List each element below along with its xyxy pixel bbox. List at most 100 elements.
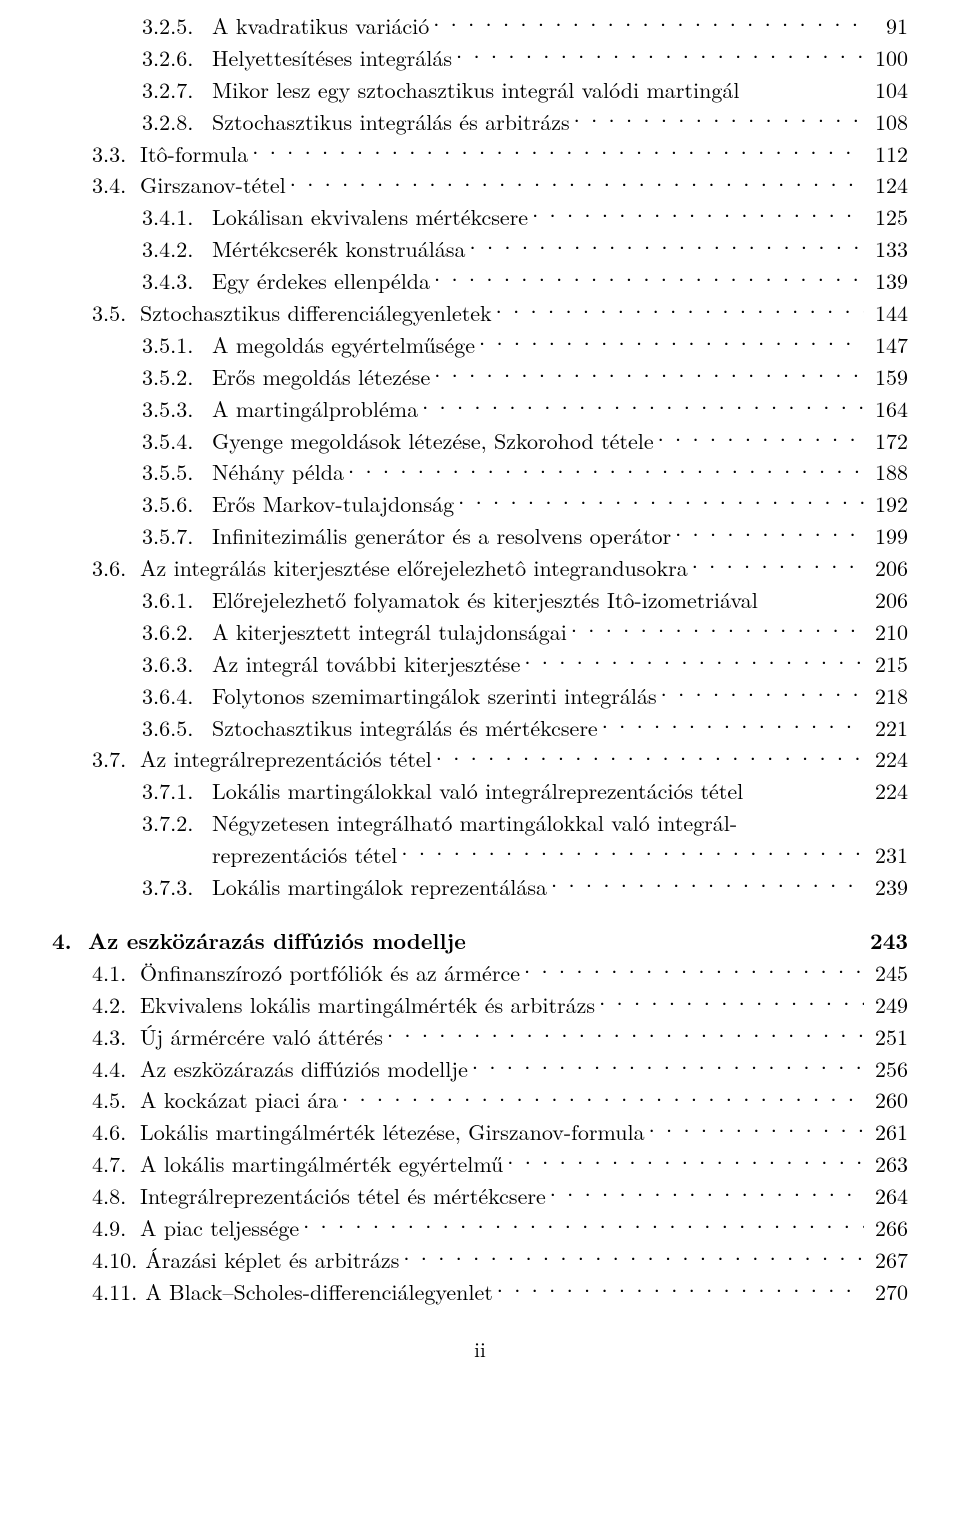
toc-entry: 3.4.2.Mértékcserék konstruálása133 — [52, 233, 908, 265]
toc-entry: 4.9.A piac teljessége266 — [52, 1212, 908, 1244]
toc-number: 3.4.3. — [142, 265, 212, 297]
toc-title: Egy érdekes ellenpélda — [212, 265, 430, 297]
toc-title: Integrálreprezentációs tétel és mértékcs… — [140, 1180, 546, 1212]
toc-title: A lokális martingálmérték egyértelmű — [140, 1148, 503, 1180]
toc-leader — [383, 1023, 864, 1045]
toc-number: 3.2.7. — [142, 74, 212, 106]
toc-page: 112 — [864, 138, 908, 170]
toc-entry: 3.5.4.Gyenge megoldások létezése, Szkoro… — [52, 425, 908, 457]
toc-number: 3.5. — [92, 297, 140, 329]
toc-leader — [654, 427, 864, 449]
toc-page: 108 — [864, 106, 908, 138]
toc-leader — [338, 1086, 864, 1108]
toc-title: Önfinanszírozó portfóliók és az ármérce — [140, 957, 520, 989]
toc-leader — [520, 650, 864, 672]
toc-page: 256 — [864, 1053, 908, 1085]
toc-entry: 4.7.A lokális martingálmérték egyértelmű… — [52, 1148, 908, 1180]
toc-entry: 3.2.6.Helyettesítéses integrálás100 — [52, 42, 908, 74]
toc-number: 4.4. — [92, 1053, 140, 1085]
toc-number: 3.5.3. — [142, 393, 212, 425]
toc-page: 267 — [864, 1244, 908, 1276]
toc-entry: 3.5.6.Erős Markov-tulajdonság192 — [52, 488, 908, 520]
toc-page: 172 — [864, 425, 908, 457]
toc-page: 100 — [864, 42, 908, 74]
toc-leader — [520, 959, 864, 981]
toc-leader — [248, 140, 864, 162]
toc-title: reprezentációs tétel — [212, 839, 397, 871]
toc-page: 133 — [864, 233, 908, 265]
toc-title: A megoldás egyértelműsége — [212, 329, 475, 361]
toc-leader — [475, 331, 864, 353]
toc-leader — [286, 171, 864, 193]
toc-number: 4.8. — [92, 1180, 140, 1212]
toc-page: 221 — [864, 712, 908, 744]
toc-page: 206 — [864, 584, 908, 616]
toc-title: A kockázat piaci ára — [140, 1084, 338, 1116]
toc-number: 3.5.6. — [142, 488, 212, 520]
toc-number-spacer — [142, 839, 212, 871]
toc-entry: 3.6.4.Folytonos szemimartingálok szerint… — [52, 680, 908, 712]
toc-entry: 4.2.Ekvivalens lokális martingálmérték é… — [52, 989, 908, 1021]
toc-page: 210 — [864, 616, 908, 648]
table-of-contents: 3.2.5.A kvadratikus variáció913.2.6.Hely… — [52, 10, 908, 1308]
toc-number: 3.5.1. — [142, 329, 212, 361]
toc-title: Erős megoldás létezése — [212, 361, 430, 393]
toc-leader — [452, 44, 864, 66]
toc-number: 3.6.2. — [142, 616, 212, 648]
toc-title: Infinitezimális generátor és a resolvens… — [212, 520, 671, 552]
toc-leader — [688, 554, 864, 576]
toc-entry: 3.6.5.Sztochasztikus integrálás és mérté… — [52, 712, 908, 744]
toc-leader — [299, 1214, 864, 1236]
toc-entry: 3.4.Girszanov-tétel124 — [52, 169, 908, 201]
toc-entry: 3.5.3.A martingálprobléma164 — [52, 393, 908, 425]
toc-title: Árazási képlet és arbitrázs — [145, 1244, 399, 1276]
toc-title: Az integrálás kiterjesztése előrejelezhe… — [140, 552, 688, 584]
toc-leader — [432, 745, 864, 767]
toc-leader — [418, 395, 864, 417]
toc-number: 3.4.2. — [142, 233, 212, 265]
toc-page: 206 — [864, 552, 908, 584]
toc-title: Lokálisan ekvivalens mértékcsere — [212, 201, 528, 233]
toc-leader — [397, 841, 864, 863]
toc-entry: 4.4.Az eszközárazás diffúziós modellje 25… — [52, 1053, 908, 1085]
toc-number: 4.5. — [92, 1084, 140, 1116]
toc-title: Az integrálreprezentációs tétel — [140, 743, 432, 775]
toc-title: Előrejelezhető folyamatok és kiterjeszté… — [212, 584, 758, 616]
toc-title: Lokális martingálokkal való integrálrepr… — [212, 775, 743, 807]
toc-entry: 3.5.1.A megoldás egyértelműsége147 — [52, 329, 908, 361]
toc-number: 3.4.1. — [142, 201, 212, 233]
toc-title: Lokális martingálmérték létezése, Girsza… — [140, 1116, 645, 1148]
page-footer: ii — [52, 1334, 908, 1364]
toc-entry: 3.6.Az integrálás kiterjesztése előrejel… — [52, 552, 908, 584]
toc-leader — [547, 873, 864, 895]
toc-number: 3.4. — [92, 169, 140, 201]
toc-page: 231 — [864, 839, 908, 871]
toc-title: Az eszközárazás diffúziós modellje — [140, 1053, 468, 1085]
toc-page: 239 — [864, 871, 908, 903]
toc-entry: 3.5.5.Néhány példa188 — [52, 456, 908, 488]
toc-page: 264 — [864, 1180, 908, 1212]
toc-entry: 4.11.A Black–Scholes-differenciálegyenle… — [52, 1276, 908, 1308]
toc-number: 3.7.3. — [142, 871, 212, 903]
toc-page: 270 — [864, 1276, 908, 1308]
toc-page: 215 — [864, 648, 908, 680]
toc-number: 3.6.4. — [142, 680, 212, 712]
toc-leader — [645, 1118, 864, 1140]
toc-page: 199 — [864, 520, 908, 552]
toc-title: Sztochasztikus differenciálegyenletek — [140, 297, 492, 329]
toc-number: 3.2.5. — [142, 10, 212, 42]
toc-number: 3.6. — [92, 552, 140, 584]
toc-page: 139 — [864, 265, 908, 297]
toc-title: Ekvivalens lokális martingálmérték és ar… — [140, 989, 595, 1021]
toc-entry: 3.5.2.Erős megoldás létezése159 — [52, 361, 908, 393]
toc-page: 251 — [864, 1021, 908, 1053]
toc-leader — [466, 235, 864, 257]
toc-title: A Black–Scholes-differenciálegyenlet — [145, 1276, 493, 1308]
toc-number: 4.10. — [92, 1244, 145, 1276]
toc-leader — [743, 777, 864, 799]
toc-title: Folytonos szemimartingálok szerinti inte… — [212, 680, 657, 712]
toc-title: Sztochasztikus integrálás és mértékcsere — [212, 712, 598, 744]
toc-page: 243 — [862, 925, 908, 957]
toc-page: 218 — [864, 680, 908, 712]
toc-leader — [598, 714, 864, 736]
